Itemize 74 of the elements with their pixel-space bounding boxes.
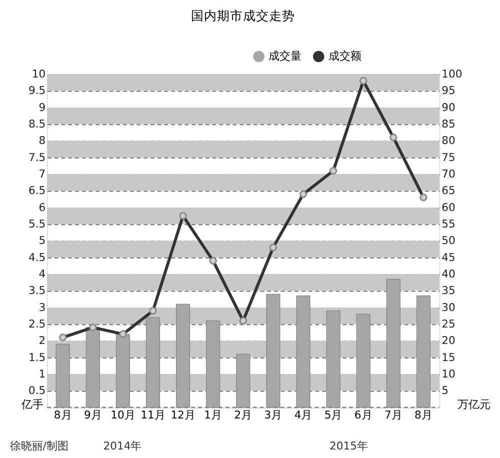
bar: [386, 278, 400, 408]
y2-tick-label: 90: [442, 100, 456, 114]
y2-tick-label: 70: [442, 168, 456, 181]
x-tick-label: 10月: [110, 408, 136, 422]
y2-tick-label: 75: [442, 150, 456, 164]
text: 2014年: [103, 440, 142, 453]
bar: [176, 304, 190, 408]
y2-tick-label: 10: [442, 368, 456, 381]
x-tick-label: 1月: [204, 408, 222, 422]
y2-tick-label: 20: [442, 334, 456, 348]
x-tick-label: 12月: [170, 408, 196, 422]
y2-tick-label: 5: [442, 384, 449, 398]
legend-label: 成交量: [268, 49, 302, 62]
x-tick-label: 4月: [294, 408, 312, 422]
y-tick-label: 8: [38, 134, 46, 148]
y-tick-label: 2: [38, 334, 46, 348]
y2-tick-label: 80: [442, 134, 456, 148]
x-tick-label: 2月: [234, 408, 252, 422]
y-tick-label: 7: [38, 168, 46, 181]
y-tick-label: 3: [38, 300, 46, 314]
bar: [236, 354, 250, 408]
y-tick-label: 1: [38, 368, 46, 381]
y2-tick-label: 55: [442, 218, 456, 231]
y2-tick-label: 100: [442, 68, 462, 81]
y-tick-label: 3.5: [28, 284, 46, 298]
y-tick-label: 2.5: [28, 318, 46, 331]
y2-tick-label: 25: [442, 318, 456, 331]
x-tick-label: 9月: [84, 408, 102, 422]
x-tick-label: 8月: [414, 408, 432, 422]
y2-tick-label: 60: [442, 200, 456, 214]
bar: [56, 344, 70, 408]
y2-tick-label: 95: [442, 84, 456, 98]
bar: [326, 310, 340, 408]
y-tick-label: 6.5: [28, 184, 46, 198]
y-tick-label: 0.5: [28, 384, 46, 398]
bar: [86, 327, 100, 408]
x-tick-label: 6月: [354, 408, 372, 422]
x-tick-label: 8月: [54, 408, 72, 422]
y-tick-label: 1.5: [28, 350, 46, 364]
bar: [296, 296, 310, 408]
y2-tick-label: 35: [442, 284, 456, 298]
bar: [146, 317, 160, 408]
y2-tick-label: 50: [442, 234, 456, 248]
y-tick-label: 9.5: [28, 84, 46, 98]
y-tick-label: 7.5: [28, 150, 46, 164]
y2-axis-title: 万亿元: [458, 398, 491, 411]
bar: [266, 294, 280, 408]
y2-tick-label: 40: [442, 268, 456, 281]
x-tick-label: 3月: [264, 408, 282, 422]
y-tick-label: 5.5: [28, 218, 46, 231]
y-tick-label: 9: [38, 100, 46, 114]
bar: [356, 314, 370, 408]
y-tick-label: 4.5: [28, 250, 46, 264]
y-tick-label: 8.5: [28, 118, 46, 131]
y2-tick-label: 45: [442, 250, 456, 264]
legend-label: 成交额: [328, 49, 362, 62]
text: 2015年: [330, 440, 368, 453]
y2-tick-label: 85: [442, 118, 456, 131]
bar: [116, 334, 130, 408]
x-tick-label: 11月: [140, 408, 166, 422]
x-tick-label: 5月: [324, 408, 342, 422]
y2-tick-label: 15: [442, 350, 456, 364]
bar: [206, 320, 220, 408]
y2-tick-label: 30: [442, 300, 456, 314]
chart-title: 国内期市成交走势: [191, 8, 296, 24]
y2-tick-label: 65: [442, 184, 456, 198]
text: 徐晓丽/制图: [10, 440, 68, 453]
bar: [416, 296, 430, 408]
y-axis-title: 亿手: [20, 398, 44, 411]
y-tick-label: 5: [38, 234, 46, 248]
y-tick-label: 10: [32, 68, 46, 81]
x-tick-label: 7月: [384, 408, 402, 422]
y-tick-label: 4: [38, 268, 46, 281]
y-tick-label: 6: [38, 200, 46, 214]
